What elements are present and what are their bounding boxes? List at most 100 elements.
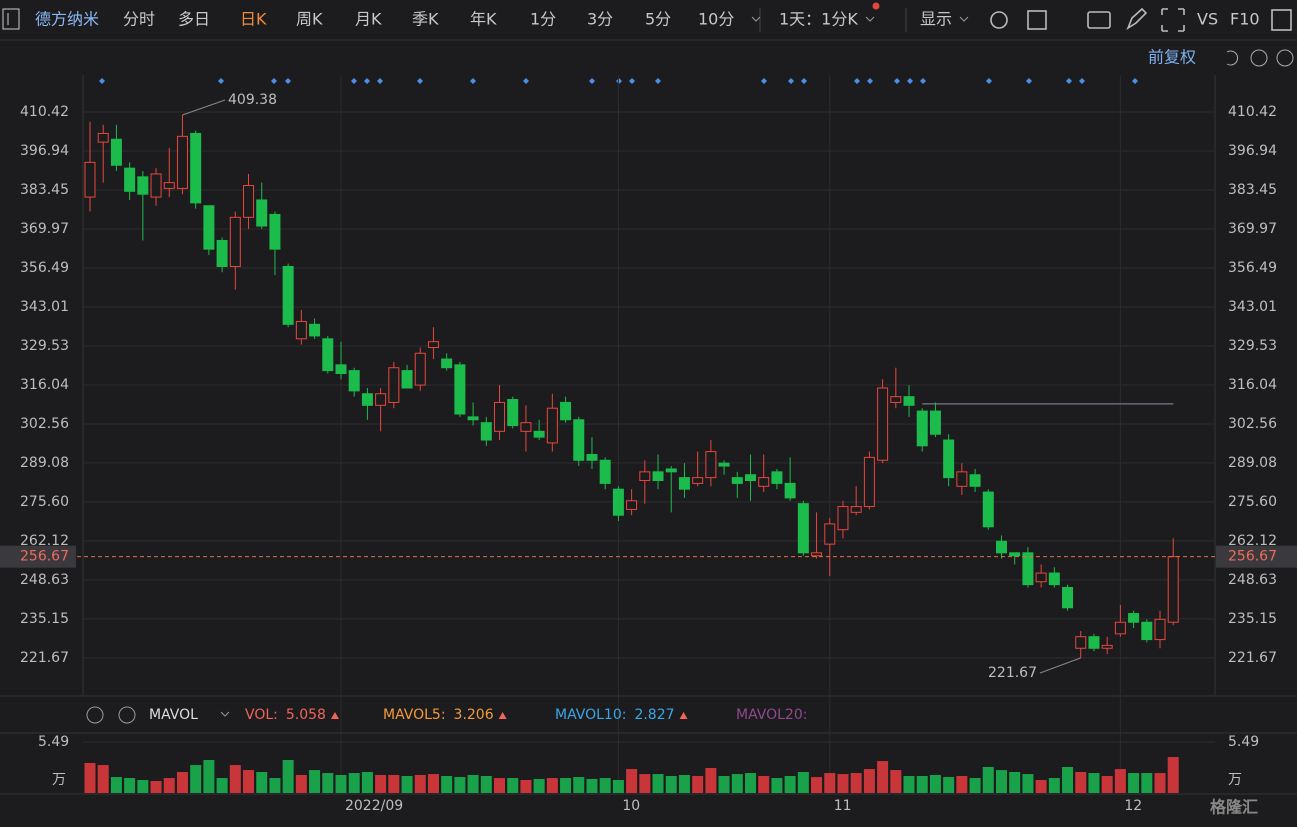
fullscreen-icon[interactable] [1161, 8, 1185, 32]
y-tick-label-right: 329.53 [1228, 338, 1277, 354]
volume-bar [388, 774, 400, 793]
volume-bar [1022, 774, 1034, 793]
candle-body [652, 471, 664, 482]
volume-bar [811, 777, 823, 793]
volume-bar [573, 777, 585, 793]
volume-bar [163, 778, 175, 793]
indicator-up-arrow [498, 712, 507, 719]
tab[interactable]: 显示 [920, 10, 952, 29]
zoom-out[interactable] [1250, 49, 1268, 67]
tab[interactable]: 月K [355, 10, 382, 29]
tab[interactable]: 季K [412, 10, 439, 29]
tab[interactable]: 日K [240, 10, 267, 29]
candle-body [507, 399, 519, 427]
volume-bar [890, 770, 902, 793]
volume-bar [784, 776, 796, 793]
tab[interactable]: 1天：1分K [779, 10, 858, 29]
pen-icon[interactable] [1126, 7, 1148, 30]
volume-bar [1128, 773, 1140, 793]
settings-icon[interactable] [990, 11, 1008, 29]
candle-body [1035, 572, 1047, 583]
candle-body [243, 185, 255, 218]
y-tick-label: 302.56 [20, 416, 69, 432]
tab[interactable]: 5分 [645, 10, 671, 29]
vs-button[interactable]: VS [1197, 10, 1218, 29]
volume-bar [480, 776, 492, 793]
tab[interactable]: 多日 [178, 10, 210, 29]
last-price-label-right: 256.67 [1228, 549, 1277, 565]
y-tick-label: 383.45 [20, 182, 69, 198]
high-pointer [182, 99, 226, 116]
candle-body [494, 401, 506, 432]
indicator-name[interactable]: MAVOL [149, 707, 198, 723]
tab[interactable]: 10分 [698, 10, 734, 29]
watermark: 格隆汇 [1210, 798, 1258, 817]
volume-bar [929, 774, 941, 793]
volume-bar [599, 778, 611, 793]
camera-icon[interactable] [1087, 11, 1111, 29]
reset-icon[interactable] [1226, 50, 1239, 66]
y-tick-label: 343.01 [20, 299, 69, 315]
candle-body [335, 364, 347, 375]
candle-body [375, 393, 387, 406]
candle-body [533, 430, 545, 438]
last-price-box [0, 545, 76, 568]
x-tick-label: 11 [834, 798, 852, 814]
volume-bar [652, 774, 664, 793]
indicator-close[interactable] [118, 706, 136, 724]
candle-body [110, 138, 122, 166]
dropdown-arrow[interactable] [865, 16, 875, 22]
candle-body [401, 370, 413, 389]
volume-bar [256, 772, 268, 793]
volume-bar [705, 768, 717, 793]
y-tick-label: 316.04 [20, 377, 69, 393]
candle-body [692, 477, 704, 484]
menu-icon[interactable] [2, 8, 20, 30]
dropdown-arrow[interactable] [959, 16, 969, 22]
y-tick-label: 356.49 [20, 260, 69, 276]
candle-body [546, 407, 558, 444]
y-tick-label: 410.42 [20, 104, 69, 120]
volume-bar [982, 766, 994, 793]
candle-body [414, 352, 426, 386]
candle-body [124, 167, 136, 192]
dropdown-arrow[interactable] [751, 16, 761, 22]
volume-bar [1035, 779, 1047, 793]
tab[interactable]: 周K [296, 10, 323, 29]
candle-body [1128, 613, 1140, 623]
volume-bar [427, 774, 439, 793]
y-tick-label: 396.94 [20, 143, 69, 159]
candle-body [1048, 572, 1060, 586]
indicator-settings[interactable] [86, 706, 104, 724]
volume-bar [943, 777, 955, 793]
volume-bar [176, 772, 188, 793]
indicator-label: VOL: [245, 707, 278, 723]
candle-body [797, 503, 809, 554]
volume-bar [441, 776, 453, 793]
x-tick-label: 12 [1124, 798, 1142, 814]
tab[interactable]: 年K [470, 10, 497, 29]
volume-bar [1154, 773, 1166, 793]
candle-body [1141, 621, 1153, 641]
panel-icon[interactable] [1271, 9, 1292, 31]
stock-name[interactable]: 德方纳米 [35, 10, 99, 29]
adjust-mode[interactable]: 前复权 [1148, 48, 1196, 67]
volume-bar [454, 777, 466, 793]
candle-body [1154, 618, 1166, 641]
tab[interactable]: 分时 [123, 10, 155, 29]
candle-body [150, 173, 162, 198]
volume-bar [1009, 772, 1021, 793]
tab[interactable]: 1分 [530, 10, 556, 29]
candle-body [639, 471, 651, 482]
zoom-in[interactable] [1276, 49, 1294, 67]
f10-button[interactable]: F10 [1230, 10, 1260, 29]
x-tick-label: 10 [622, 798, 640, 814]
checkbox-icon[interactable] [1027, 10, 1047, 30]
candle-body [309, 323, 321, 337]
volume-bar [771, 778, 783, 793]
candle-body [163, 182, 175, 189]
volume-bar [837, 774, 849, 793]
tab[interactable]: 3分 [587, 10, 613, 29]
volume-bar [626, 769, 638, 793]
indicator-dropdown[interactable] [220, 711, 230, 717]
